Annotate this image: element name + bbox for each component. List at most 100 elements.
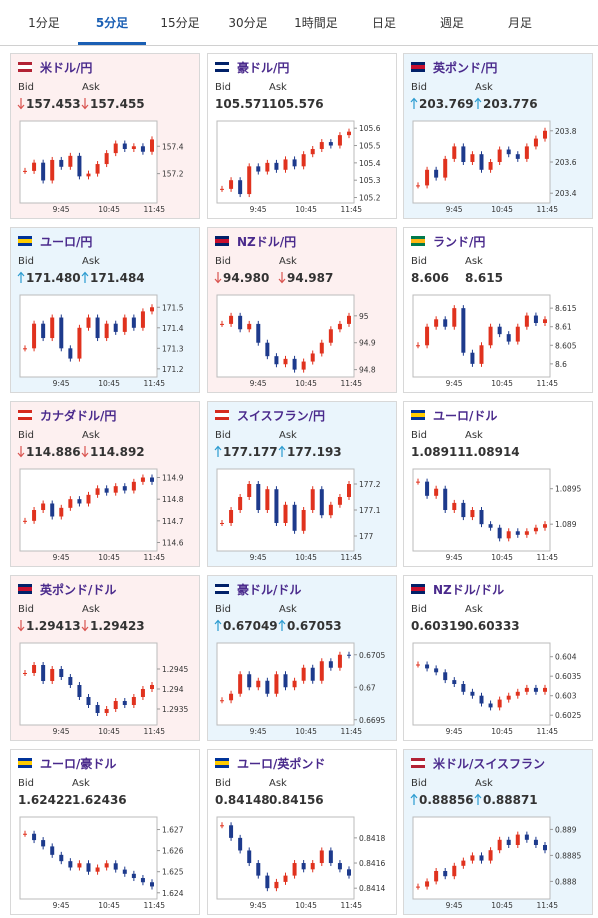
bid-value: 177.177 [223,445,278,459]
y-tick-label: 114.6 [162,539,184,548]
candle [86,863,91,872]
ask-label: Ask [82,256,100,267]
candle [122,701,127,705]
candle [238,315,243,330]
candle [68,348,73,359]
candle [461,860,466,866]
candle [416,481,420,483]
tab[interactable]: 1分足 [28,16,60,30]
candle [77,155,82,177]
ask-value: 203.776 [483,97,538,111]
candle [229,180,234,189]
candle [310,489,315,510]
y-tick-label: 157.4 [162,142,184,151]
rate-card[interactable]: NZドル/ドル Bid Ask 0.60319 0.60333 0.604 0.6035 0.… [403,575,593,741]
candle [150,307,154,312]
ask-label: Ask [82,82,100,93]
pair-name: 米ドル/円 [40,60,92,75]
rate-card[interactable]: ランド/円 Bid Ask 8.606 8.615 8.615 8.61 8.605 8.6 9:… [403,227,593,393]
candle [425,326,430,346]
candle [95,867,100,872]
candle [220,523,224,524]
candle [506,695,511,700]
tab[interactable]: 日足 [371,16,396,30]
tab[interactable]: 5分足 [78,0,146,45]
tab[interactable]: 1時間足 [294,16,338,30]
candle [328,142,333,146]
candle [416,886,420,888]
candle [328,329,333,343]
candle [220,188,224,190]
candle [310,863,315,870]
candle [59,507,64,517]
candle [292,159,297,167]
flag [215,239,229,243]
y-tick-label: 171.5 [162,303,184,312]
candle [434,169,439,178]
tab[interactable]: 30分足 [228,16,268,30]
tab[interactable]: 月足 [507,16,532,30]
candle [23,833,27,835]
tab[interactable]: 週足 [439,16,464,30]
y-tick-label: 1.624 [162,889,184,898]
x-tick-label: 9:45 [53,205,70,214]
bid-label: Bid [215,604,231,615]
candle [425,481,430,496]
x-tick-label: 9:45 [250,727,267,736]
rate-card[interactable]: NZドル/円 Bid Ask 94.980 94.987 95 94.9 94.8 9:45 10… [207,227,397,393]
flag [215,413,229,417]
candle [220,700,224,702]
pair-name: 米ドル/スイスフラン [433,756,545,771]
candle [319,661,324,681]
candle [23,348,27,350]
candle [140,878,145,883]
candle [416,185,420,187]
y-tick-label: 105.2 [359,194,381,203]
candle [256,680,261,688]
y-tick-label: 203.6 [555,158,577,167]
tab-bar: 1分足 5分足 15分足 30分足 1時間足 日足 週足 月足 [0,0,598,46]
chart-frame [19,468,158,552]
y-tick-label: 1.0895 [555,485,581,494]
rate-card[interactable]: ユーロ/英ポンド Bid Ask 0.84148 0.84156 0.8418 0.8416… [207,749,397,915]
candle [50,846,55,855]
candle [265,162,270,172]
candle [479,154,484,170]
candle [131,481,136,491]
tab[interactable]: 15分足 [160,16,200,30]
candle [425,169,430,186]
y-tick-label: 94.9 [359,339,376,348]
candle [229,315,234,324]
candle [283,358,288,365]
candle [95,705,100,713]
rate-card[interactable]: 豪ドル/円 Bid Ask 105.571 105.576 105.6 105.5 105.4… [207,53,397,219]
y-tick-label: 8.615 [555,304,577,313]
pair-name: ユーロ/ドル [433,409,497,423]
trend-arrow [17,620,25,632]
candle [283,875,288,882]
rate-card[interactable]: ユーロ/豪ドル Bid Ask 1.62422 1.62436 1.627 1.626 1.6… [10,749,200,915]
candle [347,315,351,324]
candle [515,834,520,845]
trend-arrow [410,97,418,109]
candle [86,317,91,328]
candle [524,146,529,159]
y-tick-label: 0.8885 [555,851,581,860]
x-tick-label: 11:45 [340,379,362,388]
bid-value: 171.480 [26,271,81,285]
y-tick-label: 105.4 [359,159,381,168]
candle [95,317,100,339]
candle [497,149,502,162]
x-tick-label: 11:45 [143,901,165,910]
candle [113,701,118,709]
candle [533,527,538,532]
rate-card[interactable]: ユーロ/ドル Bid Ask 1.08911 1.08914 1.0895 1.089 9:4… [403,401,593,567]
